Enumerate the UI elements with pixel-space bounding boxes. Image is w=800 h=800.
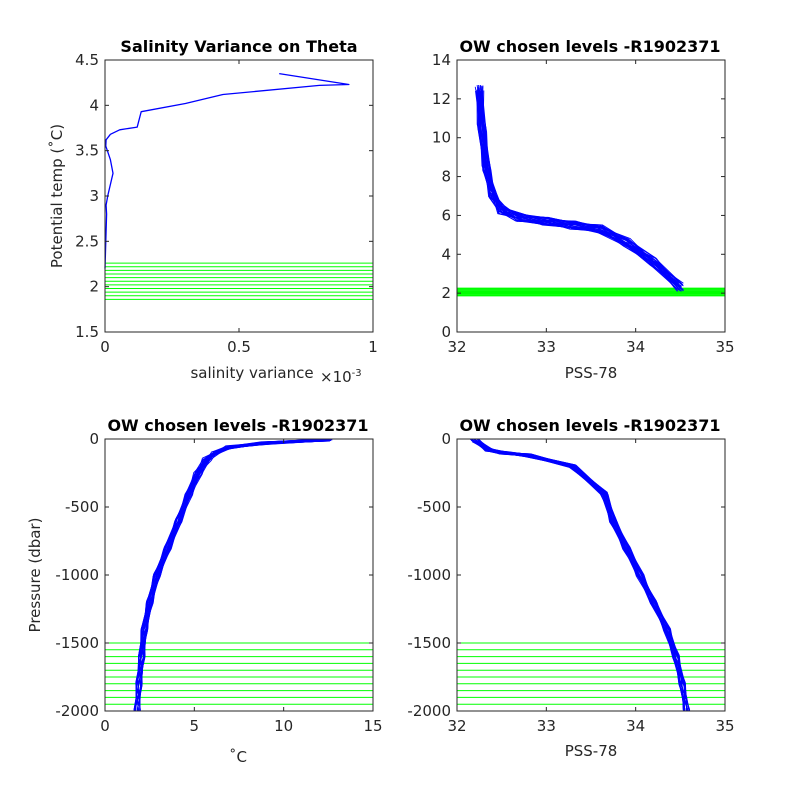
x-tick-label: 35 xyxy=(715,717,734,735)
x-tick-label: 35 xyxy=(715,338,734,356)
panel1-axes-box xyxy=(104,59,374,333)
panel1-ylabel: Potential temp (˚C) xyxy=(48,124,66,268)
y-tick-label: 2 xyxy=(89,278,99,296)
y-tick-label: -500 xyxy=(417,498,451,516)
profile-line xyxy=(478,441,686,712)
y-tick-label: 0 xyxy=(441,430,451,448)
x-tick-label: 5 xyxy=(190,717,200,735)
x-tick-label: 34 xyxy=(626,717,645,735)
profile-line xyxy=(481,93,682,287)
panel-pressure-salinity: OW chosen levels -R1902371 32 33 34 35 -2000… xyxy=(407,416,734,760)
y-tick-label: 2.5 xyxy=(75,232,99,250)
y-tick-label: 6 xyxy=(441,206,451,224)
profile-line xyxy=(135,438,334,711)
y-tick-label: -500 xyxy=(65,498,99,516)
y-tick-label: 2 xyxy=(441,284,451,302)
profile-line xyxy=(477,438,686,712)
panel2-title: OW chosen levels -R1902371 xyxy=(459,37,720,56)
profile-line xyxy=(482,90,684,284)
y-tick-label: -1500 xyxy=(407,634,451,652)
y-tick-label: 12 xyxy=(432,90,451,108)
x-tick-label: 0 xyxy=(100,338,110,356)
profile-line xyxy=(478,85,679,289)
profile-line xyxy=(479,439,684,712)
x-tick-label: 33 xyxy=(537,717,556,735)
x-tick-label: 0 xyxy=(100,717,110,735)
panel1-x-multiplier: ×10-3 xyxy=(320,368,362,386)
panel3-axes-box xyxy=(104,438,374,712)
y-tick-label: -2000 xyxy=(407,702,451,720)
panel2-axes-box xyxy=(456,59,726,333)
y-tick-label: 0 xyxy=(441,323,451,341)
x-tick-label: 32 xyxy=(447,338,466,356)
x-tick-label: 1 xyxy=(368,338,378,356)
panel2-xlabel: PSS-78 xyxy=(565,364,618,382)
panel1-title: Salinity Variance on Theta xyxy=(120,37,357,56)
panel1-plot-area: 0 0.5 1 1.5 2 2.5 3 3.5 4 4.5 xyxy=(75,51,378,356)
panel1-xlabel: salinity variance xyxy=(190,364,313,382)
y-tick-label: -1000 xyxy=(407,566,451,584)
profile-line xyxy=(134,440,328,712)
x-tick-label: 34 xyxy=(626,338,645,356)
x-tick-label: 0.5 xyxy=(227,338,251,356)
panel4-axes-box xyxy=(456,438,726,712)
panel3-plot-area: 0 5 10 15 -2000 -1500 -1000 -500 0 xyxy=(55,430,382,735)
panel-theta-salinity: OW chosen levels -R1902371 32 33 34 35 0 2 4 6 8… xyxy=(432,37,735,382)
y-tick-label: 4 xyxy=(89,96,99,114)
y-tick-label: 1.5 xyxy=(75,323,99,341)
variance-line xyxy=(104,72,350,269)
y-tick-label: 0 xyxy=(89,430,99,448)
y-tick-label: -2000 xyxy=(55,702,99,720)
y-tick-label: 3.5 xyxy=(75,142,99,160)
x-tick-label: 32 xyxy=(447,717,466,735)
panel-pressure-temperature: OW chosen levels -R1902371 0 5 10 15 -2000 -1… xyxy=(26,416,383,766)
panel3-xlabel: ˚C xyxy=(229,748,247,766)
panel4-plot-area: 32 33 34 35 -2000 -1500 -1000 -500 0 xyxy=(407,430,734,735)
panel-salinity-variance: Salinity Variance on Theta 0 0.5 1 1.5 2 2.5 3… xyxy=(48,37,378,386)
panel3-title: OW chosen levels -R1902371 xyxy=(107,416,368,435)
x-tick-label: 33 xyxy=(537,338,556,356)
panel4-title: OW chosen levels -R1902371 xyxy=(459,416,720,435)
y-tick-label: 3 xyxy=(89,187,99,205)
profile-line xyxy=(479,91,680,291)
y-tick-label: -1500 xyxy=(55,634,99,652)
panel4-xlabel: PSS-78 xyxy=(565,742,618,760)
y-tick-label: 4.5 xyxy=(75,51,99,69)
y-tick-label: 4 xyxy=(441,245,451,263)
panel3-ylabel: Pressure (dbar) xyxy=(26,518,44,633)
x-tick-label: 15 xyxy=(363,717,382,735)
x-tick-label: 10 xyxy=(274,717,293,735)
y-tick-label: 8 xyxy=(441,168,451,186)
y-tick-label: 14 xyxy=(432,51,451,69)
y-tick-label: -1000 xyxy=(55,566,99,584)
panel2-plot-area: 32 33 34 35 0 2 4 6 8 10 12 14 xyxy=(432,51,735,356)
y-tick-label: 10 xyxy=(432,129,451,147)
